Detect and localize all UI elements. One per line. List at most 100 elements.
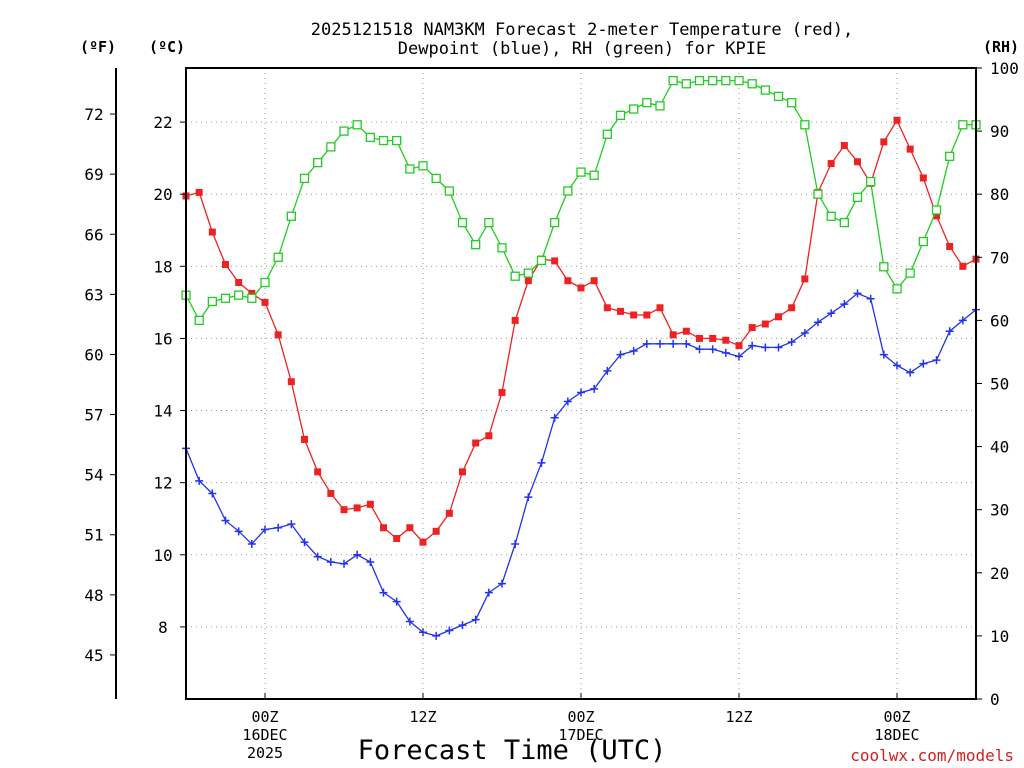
dewpoint-point — [879, 350, 888, 359]
dewpoint-point — [708, 345, 717, 354]
rh-point — [668, 75, 678, 86]
dewpoint-point — [827, 309, 836, 318]
rh-point — [826, 211, 836, 221]
dewpoint-point — [550, 413, 559, 422]
dewpoint-point — [853, 289, 862, 298]
temperature-point — [208, 228, 216, 236]
rh-point — [694, 75, 705, 86]
temperature-point — [748, 324, 756, 332]
temperature-point — [880, 138, 888, 146]
rh-tick-label: 70 — [990, 248, 1009, 267]
rh-point — [313, 157, 323, 168]
temperature-point — [656, 304, 664, 312]
rh-point — [918, 236, 928, 247]
x-tick-label: 00Z — [567, 708, 594, 726]
fahrenheit-tick-label: 57 — [84, 406, 103, 425]
temperature-point — [854, 158, 861, 166]
x-tick-label: 12Z — [725, 708, 752, 726]
dewpoint-point — [945, 327, 954, 336]
dewpoint-point — [669, 339, 678, 348]
dewpoint-point — [379, 588, 388, 597]
rh-point — [457, 217, 468, 228]
dewpoint-point — [419, 628, 427, 637]
rh-point — [905, 268, 915, 278]
dewpoint-point — [787, 338, 796, 347]
temperature-point — [827, 160, 835, 168]
dewpoint-point — [392, 597, 401, 606]
rh-point — [773, 91, 784, 102]
dewpoint-point — [616, 350, 625, 359]
temperature-point — [485, 432, 493, 440]
rh-point — [510, 271, 520, 281]
temperature-point — [603, 304, 611, 312]
celsius-tick-label: 16 — [153, 329, 172, 348]
rh-point — [220, 293, 231, 303]
rh-point — [444, 186, 454, 196]
dewpoint-point — [287, 520, 296, 529]
rh-point — [392, 135, 402, 146]
dewpoint-point — [261, 525, 269, 534]
dewpoint-point — [537, 458, 546, 467]
temperature-point — [893, 116, 901, 124]
rh-point — [576, 167, 586, 177]
celsius-tick-label: 14 — [153, 402, 172, 421]
celsius-tick-label: 18 — [153, 257, 172, 276]
dewpoint-point — [445, 626, 454, 635]
dewpoint-point — [353, 550, 362, 559]
dewpoint-point — [893, 361, 901, 370]
rh-point — [642, 98, 652, 108]
rh-point — [497, 243, 507, 253]
series-dewpoint — [182, 289, 980, 640]
rh-point — [787, 98, 797, 108]
series-line — [185, 292, 977, 637]
temperature-point — [524, 277, 532, 285]
x-tick-label: 2025 — [247, 744, 283, 762]
rh-tick-label: 30 — [990, 501, 1009, 520]
rh-point — [721, 75, 731, 86]
temperature-point — [643, 311, 651, 319]
dewpoint-point — [919, 359, 928, 368]
dewpoint-point — [840, 300, 849, 309]
dewpoint-point — [800, 329, 809, 338]
temperature-point — [590, 277, 598, 285]
rh-point — [550, 217, 560, 228]
dewpoint-point — [366, 557, 375, 566]
dewpoint-point — [629, 347, 638, 356]
temperature-point — [195, 188, 203, 196]
rh-point — [839, 217, 849, 228]
dewpoint-point — [590, 384, 599, 393]
rh-point — [760, 85, 770, 95]
temperature-point — [406, 524, 414, 532]
temperature-point — [445, 509, 453, 517]
rh-point — [563, 186, 573, 196]
temperature-point — [511, 316, 519, 324]
rh-tick-label: 60 — [990, 311, 1009, 330]
rh-point — [273, 252, 283, 262]
temperature-point — [472, 439, 480, 447]
fahrenheit-tick-label: 48 — [84, 586, 103, 605]
temperature-point — [248, 289, 256, 297]
temperature-point — [235, 279, 243, 287]
rh-tick-label: 10 — [990, 627, 1009, 646]
temperature-point — [261, 298, 269, 306]
x-tick-label: 17DEC — [558, 726, 603, 744]
celsius-tick-label: 10 — [153, 546, 172, 565]
temperature-point — [709, 334, 717, 342]
rh-point — [734, 75, 744, 86]
rh-point — [892, 284, 902, 294]
fahrenheit-tick-label: 45 — [84, 646, 103, 665]
celsius-tick-label: 12 — [153, 474, 172, 493]
temperature-point — [287, 378, 295, 386]
rh-point — [378, 135, 389, 146]
x-tick-label: 18DEC — [874, 726, 919, 744]
temperature-point — [222, 261, 229, 269]
dewpoint-point — [471, 615, 480, 624]
rh-point — [247, 293, 257, 303]
dewpoint-point — [761, 343, 770, 352]
celsius-tick-label: 8 — [158, 618, 168, 637]
temperature-point — [551, 257, 559, 265]
temperature-point — [380, 524, 387, 532]
rh-point — [958, 120, 968, 130]
dewpoint-point — [603, 366, 612, 375]
